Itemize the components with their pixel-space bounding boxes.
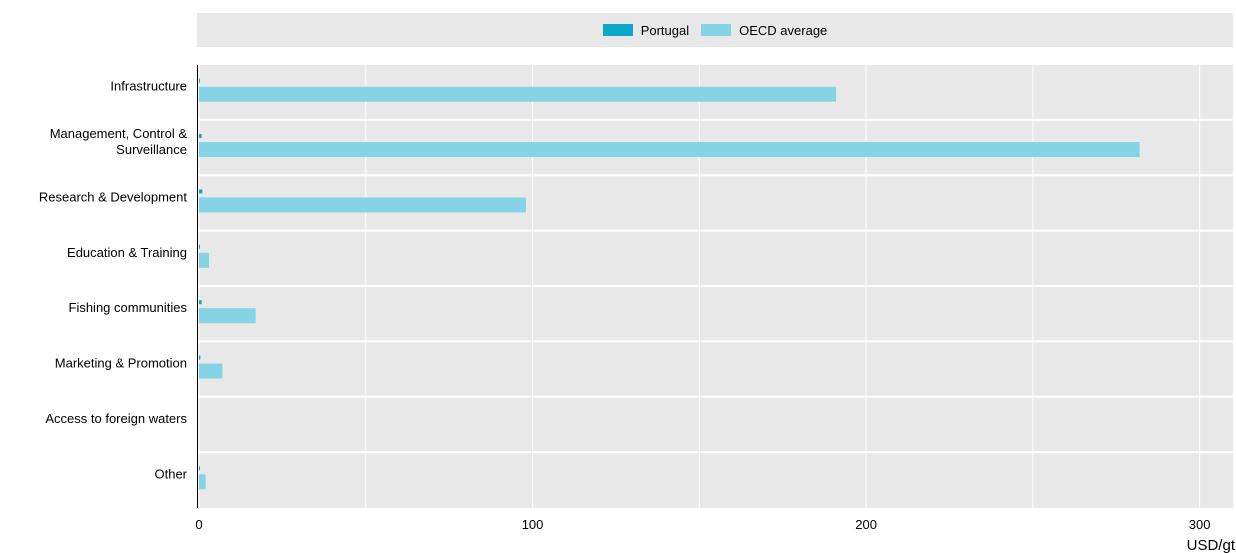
legend-swatch-oecd xyxy=(701,24,732,36)
x-axis-label: USD/gt xyxy=(1187,537,1236,553)
category-label: Other xyxy=(154,466,187,481)
legend: Portugal OECD average xyxy=(197,13,1233,47)
bar-oecd-average xyxy=(199,474,206,490)
bar-oecd-average xyxy=(199,363,223,379)
bar-portugal xyxy=(199,244,201,249)
category-label: Infrastructure xyxy=(110,79,187,94)
category-label-line: Fishing communities xyxy=(69,300,188,315)
category-label-line: Marketing & Promotion xyxy=(55,356,187,371)
bar-portugal xyxy=(199,300,202,305)
category-label: Fishing communities xyxy=(69,300,188,315)
legend-swatch-portugal xyxy=(602,24,633,36)
x-tick-label: 300 xyxy=(1189,517,1211,532)
category-label: Education & Training xyxy=(67,245,187,260)
category-label-line: Education & Training xyxy=(67,245,187,260)
category-label: Research & Development xyxy=(39,189,188,204)
bar-oecd-average xyxy=(199,252,210,268)
bar-portugal xyxy=(199,78,201,83)
category-label-line: Research & Development xyxy=(39,189,188,204)
bar-oecd-average xyxy=(199,308,256,324)
bar-oecd-average xyxy=(199,197,526,213)
legend-item-portugal: Portugal xyxy=(602,22,690,38)
category-label-line: Other xyxy=(154,466,187,481)
bar-portugal xyxy=(199,189,203,194)
category-label-line: Infrastructure xyxy=(110,79,187,94)
category-label-line: Access to foreign waters xyxy=(45,411,187,426)
category-label: Marketing & Promotion xyxy=(55,356,187,371)
bar-portugal xyxy=(199,355,201,360)
x-tick-label: 200 xyxy=(855,517,877,532)
category-label-line: Management, Control & xyxy=(50,126,188,141)
category-label: Management, Control & Surveillance xyxy=(50,126,188,157)
bar-portugal xyxy=(199,134,202,139)
legend-label-oecd: OECD average xyxy=(739,22,828,38)
legend-label-portugal: Portugal xyxy=(640,22,690,38)
x-tick-label: 100 xyxy=(522,517,544,532)
category-label: Access to foreign waters xyxy=(45,411,187,426)
legend-item-oecd: OECD average xyxy=(701,23,827,38)
bar-oecd-average xyxy=(199,142,1140,158)
bar-portugal xyxy=(199,466,201,471)
x-tick-label: 0 xyxy=(195,517,202,532)
category-label-line: Surveillance xyxy=(116,142,187,157)
bar-oecd-average xyxy=(199,86,837,102)
